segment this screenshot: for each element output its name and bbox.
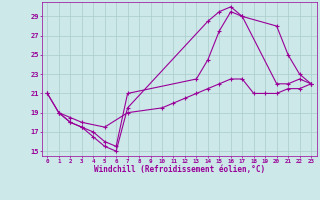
X-axis label: Windchill (Refroidissement éolien,°C): Windchill (Refroidissement éolien,°C) (94, 165, 265, 174)
